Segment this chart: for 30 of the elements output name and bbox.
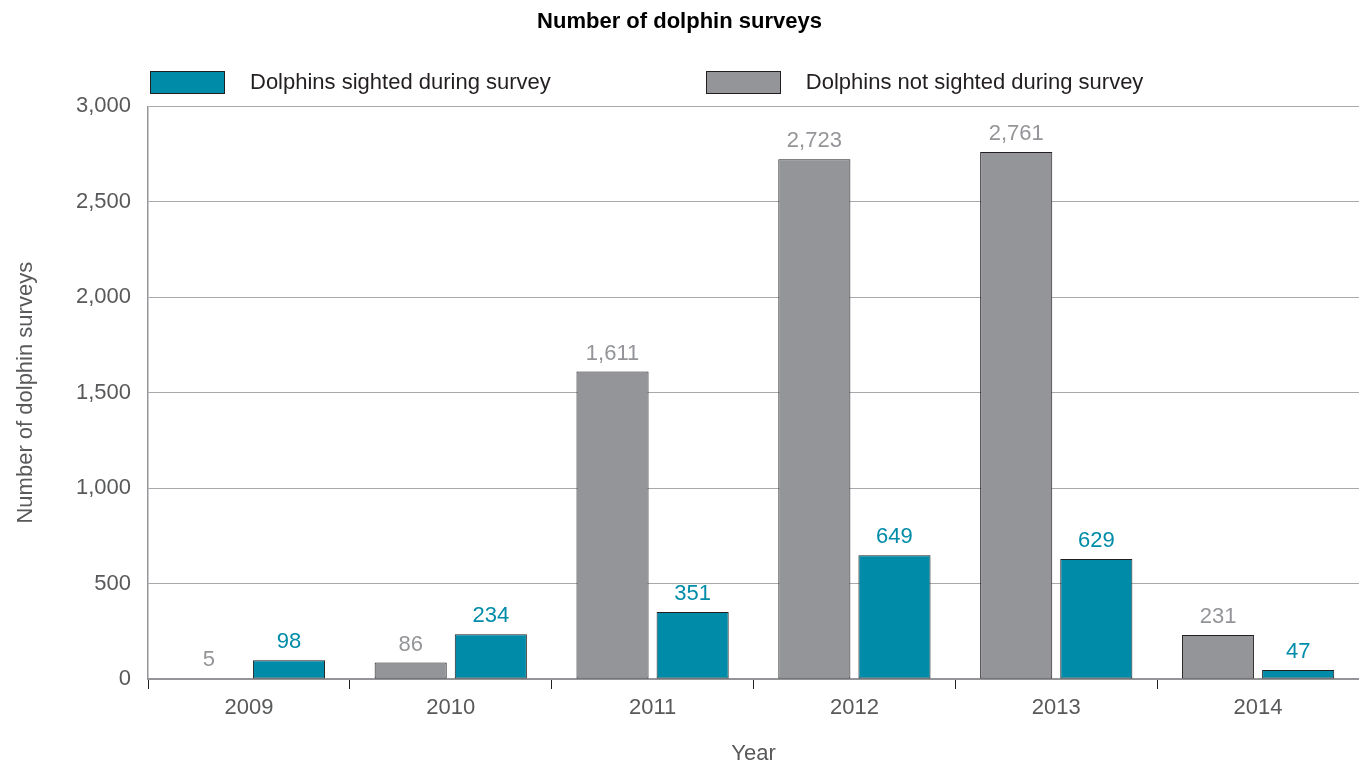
data-label: 86: [398, 630, 423, 656]
y-tick-label: 1,500: [75, 378, 131, 404]
x-tick-label: 2011: [628, 694, 677, 720]
y-tick-label: 2,000: [75, 283, 131, 309]
data-label: 2,723: [786, 127, 842, 153]
chart-title: Number of dolphin surveys: [537, 8, 822, 34]
data-label: 2,761: [988, 120, 1044, 146]
data-label: 629: [1077, 527, 1115, 553]
legend-label: Dolphins sighted during survey: [250, 69, 551, 95]
y-tick-label: 3,000: [75, 92, 131, 118]
y-tick-label: 500: [94, 569, 131, 595]
legend-label: Dolphins not sighted during survey: [805, 69, 1144, 95]
data-label: 231: [1199, 602, 1237, 628]
x-axis-title: Year: [731, 739, 776, 765]
x-tick-label: 2010: [426, 694, 476, 720]
data-label: 5: [202, 646, 215, 672]
data-label: 98: [276, 628, 302, 654]
data-label: 234: [472, 602, 510, 628]
y-tick-label: 1,000: [75, 474, 131, 500]
data-label: 351: [674, 580, 712, 606]
y-axis-title: Number of dolphin surveys: [12, 261, 38, 524]
data-label: 1,611: [585, 339, 640, 365]
y-tick-label: 2,500: [75, 187, 131, 213]
data-label: 47: [1285, 638, 1311, 664]
data-label: 649: [876, 523, 913, 549]
x-tick-label: 2009: [224, 694, 274, 720]
x-tick-label: 2012: [829, 694, 879, 720]
y-tick-label: 0: [118, 665, 131, 691]
x-tick-label: 2014: [1233, 694, 1283, 720]
x-tick-label: 2013: [1031, 694, 1081, 720]
